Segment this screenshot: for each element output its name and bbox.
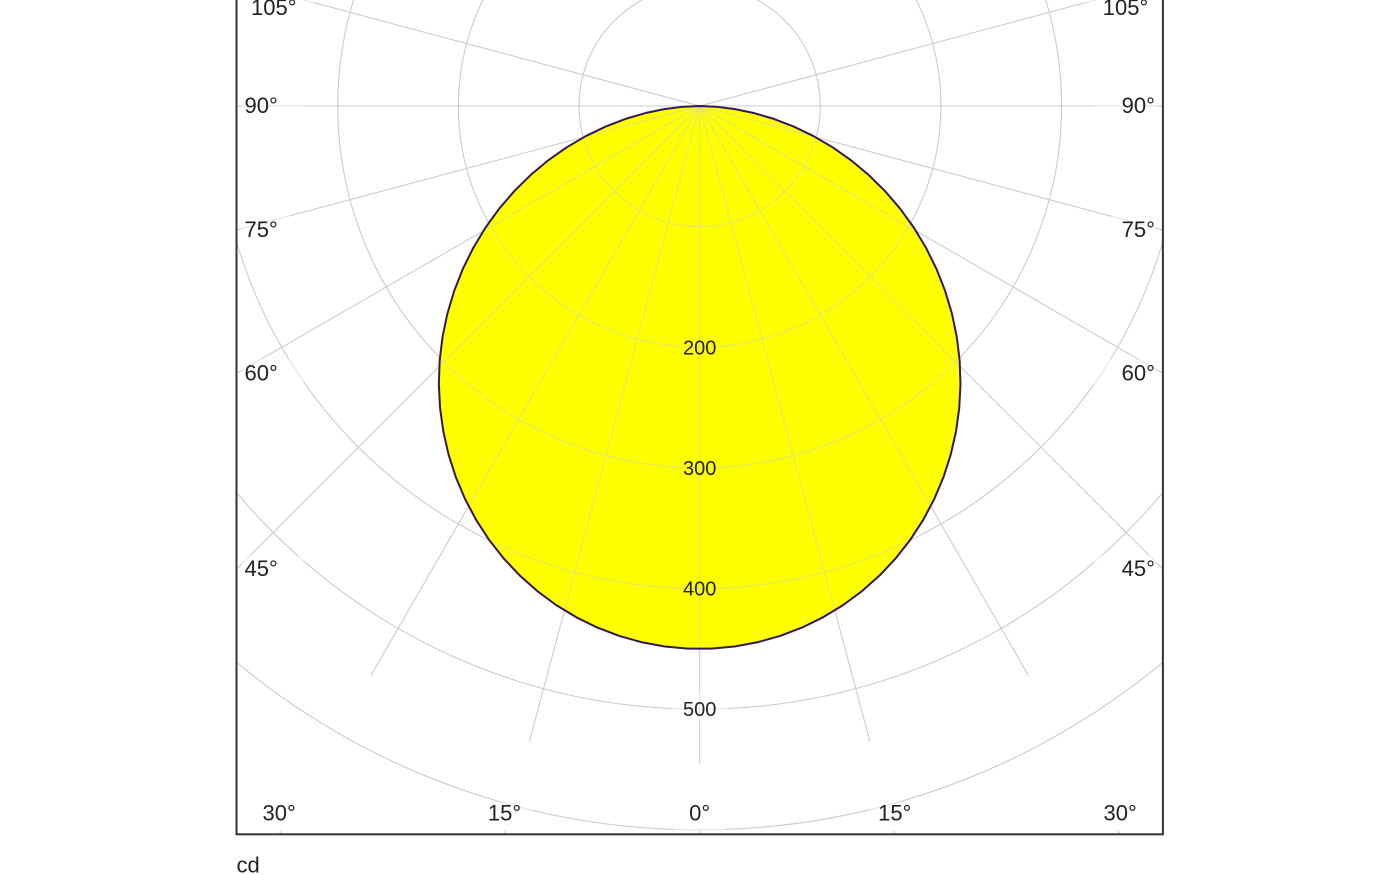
svg-text:45°: 45° (245, 556, 278, 581)
svg-text:90°: 90° (1122, 93, 1155, 118)
svg-text:15°: 15° (878, 800, 911, 825)
svg-text:75°: 75° (1122, 217, 1155, 242)
svg-text:cd: cd (237, 852, 260, 875)
svg-text:0°: 0° (689, 800, 710, 825)
svg-text:30°: 30° (263, 800, 296, 825)
svg-text:30°: 30° (1103, 800, 1136, 825)
svg-text:500: 500 (683, 699, 716, 721)
svg-text:400: 400 (683, 579, 716, 601)
svg-text:60°: 60° (1122, 360, 1155, 385)
svg-text:300: 300 (683, 458, 716, 480)
svg-text:105°: 105° (251, 0, 297, 20)
svg-text:15°: 15° (488, 800, 521, 825)
svg-text:200: 200 (683, 337, 716, 359)
svg-text:90°: 90° (245, 93, 278, 118)
svg-text:60°: 60° (245, 360, 278, 385)
svg-text:105°: 105° (1103, 0, 1149, 20)
svg-text:75°: 75° (245, 217, 278, 242)
svg-text:45°: 45° (1122, 556, 1155, 581)
